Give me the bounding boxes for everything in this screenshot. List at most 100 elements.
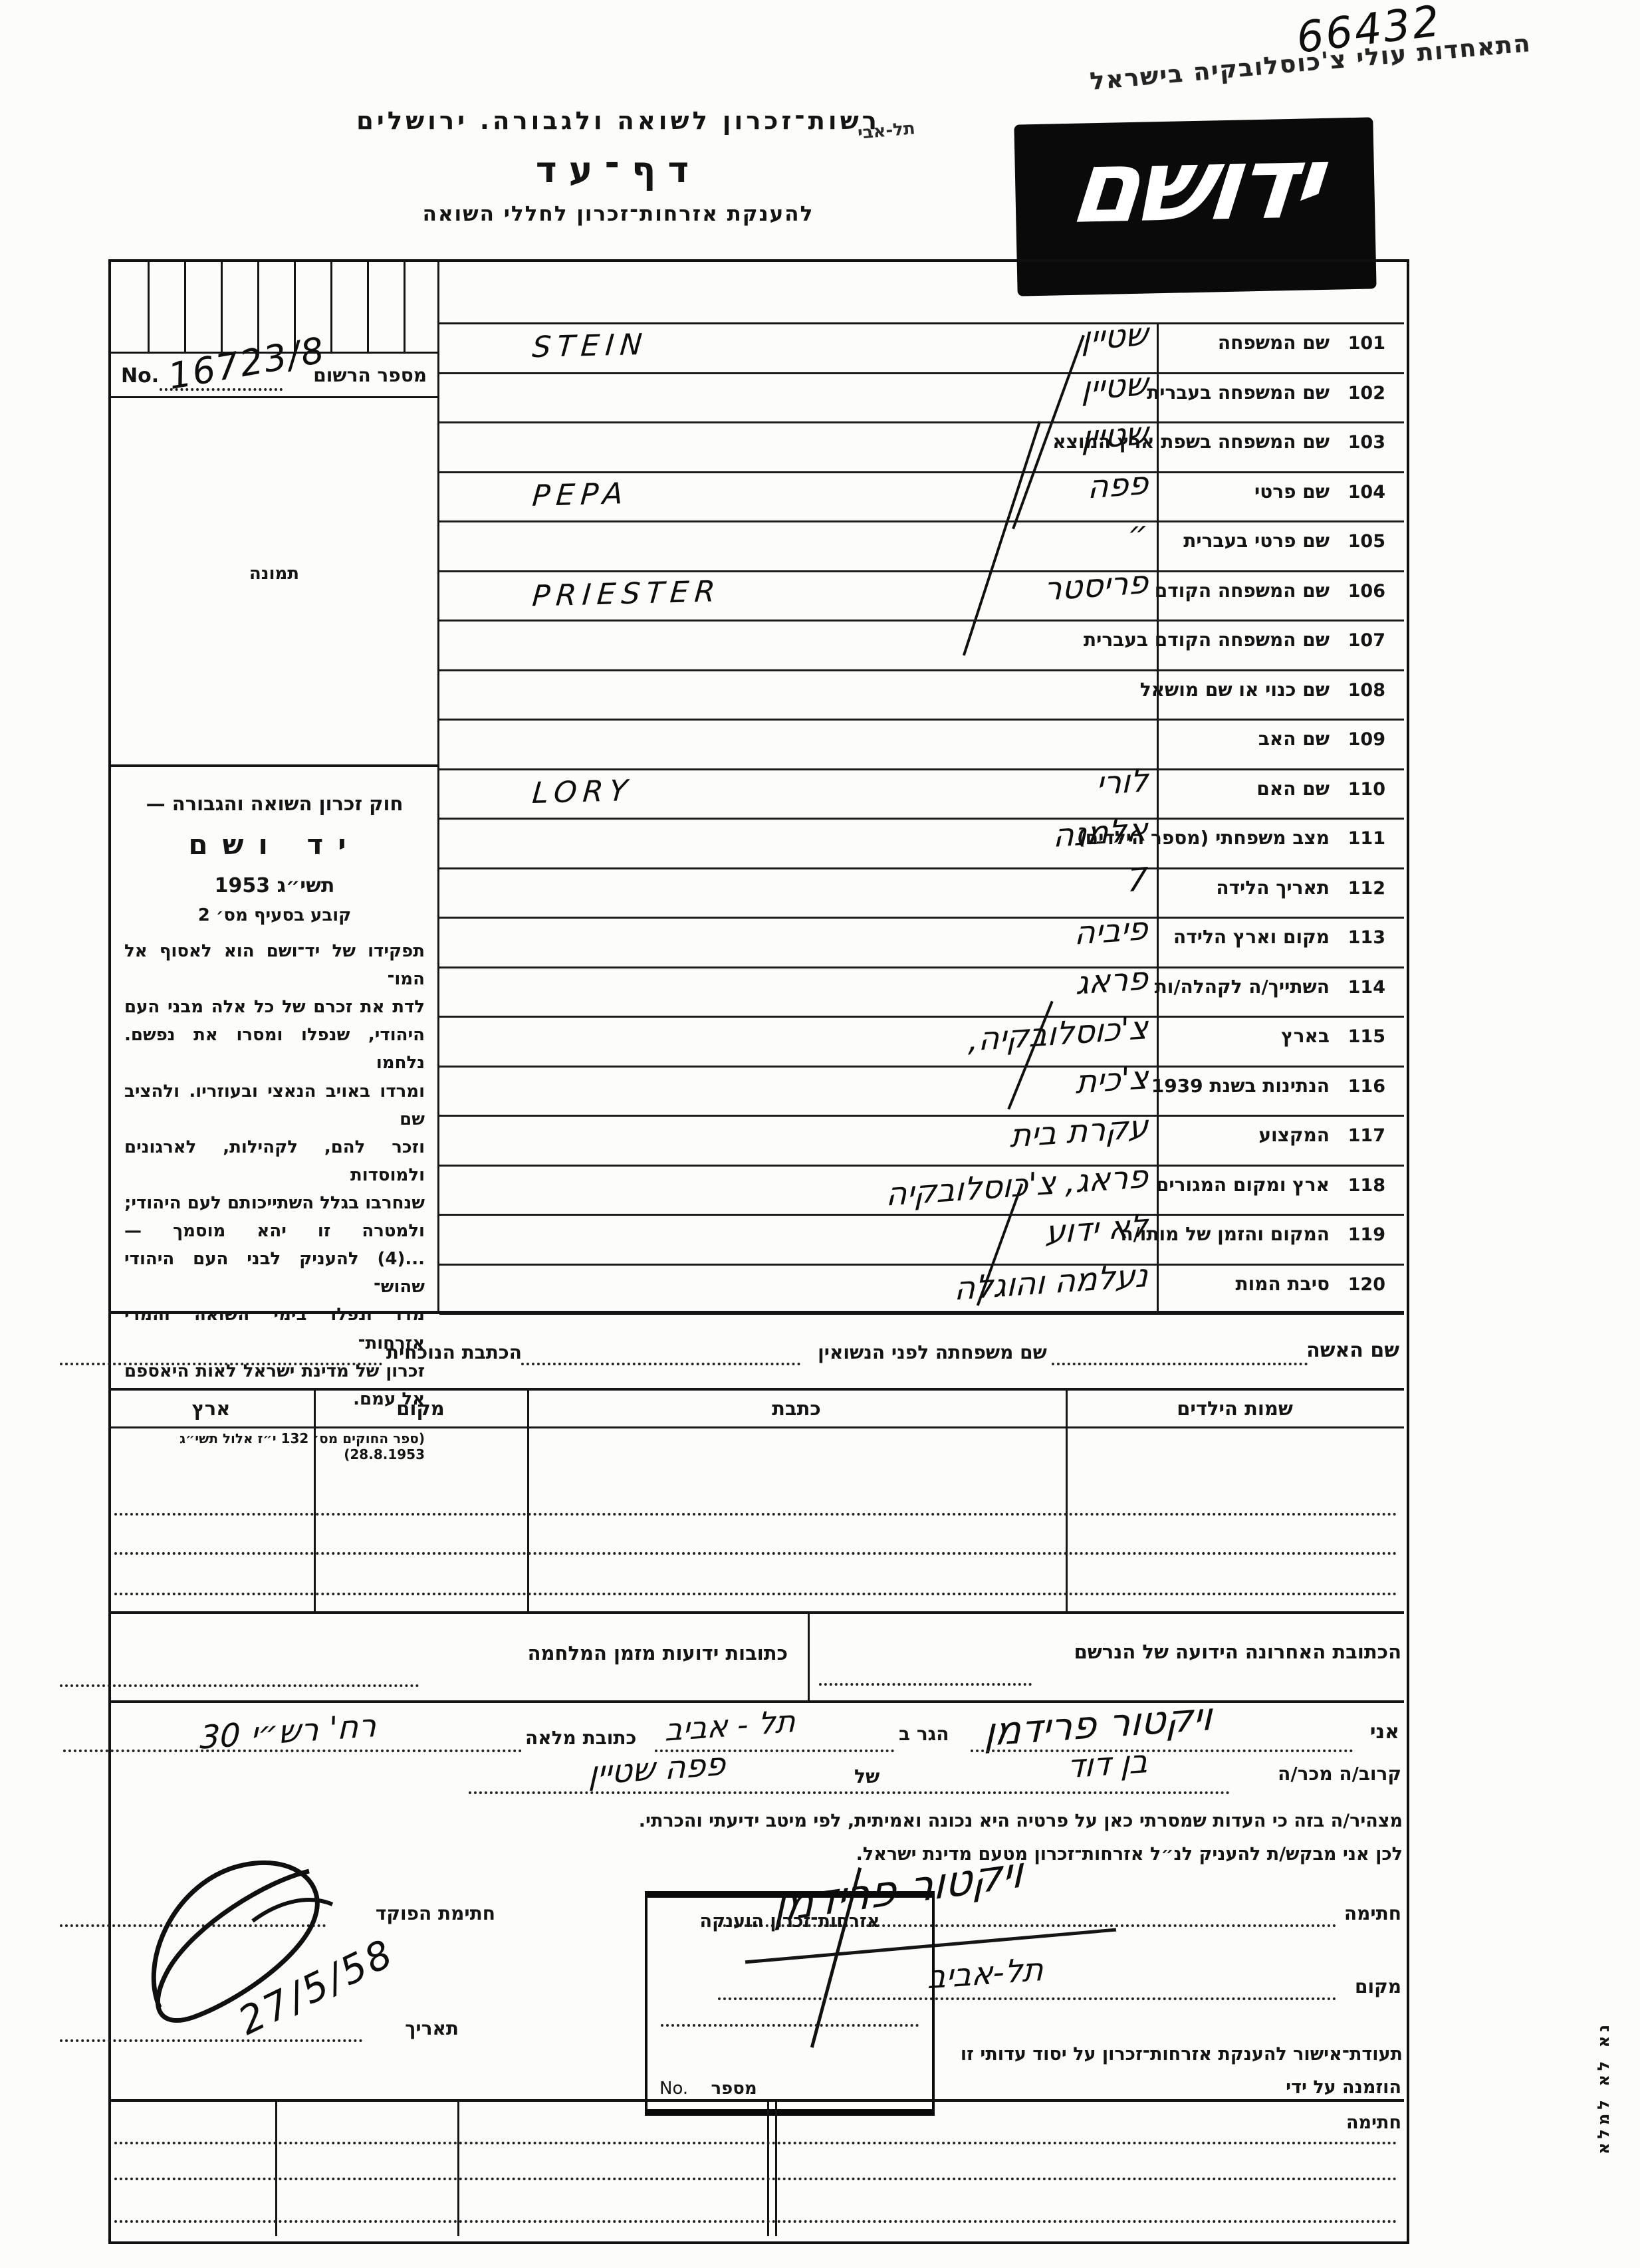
- children-col-place: מקום: [396, 1397, 445, 1420]
- field-row: 115 בארץ צ'כוסלובקיה,: [439, 1009, 1404, 1068]
- form-subtitle: להענקת אזרחות־זכרון לחללי השואה: [422, 202, 814, 226]
- field-row: 101 שם המשפחה STEIN שטיין: [439, 316, 1404, 374]
- field-number: 113: [1347, 927, 1385, 948]
- yad-vashem-logo-text: ידושם: [1064, 124, 1325, 247]
- grant-no-prefix: No.: [659, 2079, 689, 2098]
- wife-name-dotted: [1052, 1363, 1308, 1365]
- of-label: של: [854, 1765, 880, 1787]
- rows-bottom-line: [108, 1311, 1404, 1314]
- field-hebrew-handwriting: שטיין: [1081, 365, 1149, 407]
- address-section-divider: [808, 1611, 810, 1702]
- wife-maiden-label: שם משפחתה לפני הנשואין: [818, 1341, 1047, 1363]
- field-number: 115: [1347, 1026, 1385, 1047]
- field-row: 113 מקום וארץ הלידה פיביה: [439, 910, 1404, 968]
- law-heading-4: קובע בסעיף מס׳ 2: [197, 905, 352, 925]
- law-body-line: שנחרבו בגלל השתייכותם לעם היהודי;: [124, 1192, 425, 1213]
- grant-no-label: מספר: [711, 2079, 757, 2098]
- children-row-dotted: [114, 1513, 1397, 1516]
- children-col-names: שמות הילדים: [1177, 1397, 1293, 1420]
- law-body-line: היהודי, שנפלו ומסרו את נפשם. נלחמו: [124, 1025, 425, 1074]
- clerk-signature-label: חתימת הפוקד: [375, 1902, 495, 1924]
- field-hebrew-handwriting: פיביה: [1074, 909, 1149, 953]
- children-header-bottom: [108, 1426, 1404, 1428]
- field-hebrew-handwriting: פראג, צ'כוסלובקיה: [885, 1157, 1149, 1214]
- office-grid-top: [108, 2099, 1404, 2102]
- law-body-line: מדו ונפלו בימי השואה והמרי אזרחות־: [124, 1305, 425, 1353]
- law-body-line: לדת את זכרם של כל אלה מבני העם: [124, 997, 425, 1018]
- wartime-addresses-dotted: [60, 1684, 419, 1687]
- wife-name-label: שם האשה: [1306, 1339, 1399, 1362]
- children-vline-1: [1066, 1388, 1068, 1613]
- field-latin-handwriting: STEIN: [530, 327, 649, 365]
- registry-grid-cell: [404, 262, 442, 352]
- field-row: 107 שם המשפחה הקודם בעברית: [439, 620, 1404, 671]
- field-row: 118 ארץ ומקום המגורים פראג, צ'כוסלובקיה: [439, 1157, 1404, 1216]
- declaration-request: לכן אני מבקש/ת להעניק לנ״ל אזרחות־זכרון …: [856, 1844, 1403, 1865]
- office-grid-vline: [767, 2099, 769, 2236]
- date-dotted: [60, 2039, 362, 2042]
- law-body-line: אל עמם.: [353, 1389, 425, 1409]
- field-label: תאריך הלידה: [1216, 876, 1330, 899]
- law-heading-2: יד ושם: [188, 828, 361, 861]
- field-label: בארץ: [1281, 1025, 1330, 1047]
- field-label: שם האם: [1256, 777, 1330, 800]
- field-number: 106: [1347, 580, 1385, 602]
- field-latin-handwriting: LORY: [530, 773, 635, 810]
- field-label: הנתינות בשנת 1939: [1151, 1074, 1330, 1097]
- office-grid-dotted: [114, 2142, 1397, 2144]
- children-col-address: כתבת: [772, 1397, 821, 1420]
- field-number: 114: [1347, 976, 1385, 998]
- field-latin-handwriting: PRIESTER: [530, 574, 723, 614]
- law-heading-3: תשי״ג 1953: [214, 874, 335, 897]
- law-body-line: וזכר להם, לקהילות, לארגונים ולמוסדות: [124, 1137, 425, 1185]
- field-label: שם המשפחה בשפת ארץ המוצא: [1052, 431, 1330, 453]
- field-label: שם המשפחה: [1217, 332, 1330, 354]
- law-heading-1: חוק זכרון השואה והגבורה —: [146, 792, 404, 815]
- field-number: 108: [1347, 679, 1385, 701]
- field-number: 116: [1347, 1076, 1385, 1097]
- certificate-note-line1: תעודת־אישור להענקת אזרחות־זכרון על יסוד …: [960, 2044, 1403, 2065]
- office-grid-vline: [457, 2099, 459, 2236]
- field-row: 119 המקום והזמן של מותו/ה לא ידוע: [439, 1207, 1404, 1266]
- law-text-block: חוק זכרון השואה והגבורה — יד ושם תשי״ג 1…: [124, 792, 425, 1462]
- law-body-line: ...(4) להעניק לבני העם היהודי שהוש־: [124, 1249, 425, 1298]
- registry-grid-cell: [294, 262, 332, 352]
- place-dotted: [718, 1997, 1336, 2000]
- margin-do-not-fill-note: נא לא למלא: [1594, 2021, 1613, 2154]
- certificate-note-line2: הוזמנה על ידי: [1286, 2077, 1401, 2098]
- field-label: ארץ ומקום המגורים: [1155, 1173, 1330, 1196]
- field-rows: 101 שם המשפחה STEIN שטיין 102 שם המשפחה …: [439, 316, 1404, 1315]
- last-known-address-dotted: [819, 1683, 1032, 1686]
- declaration-dotted: [655, 1750, 894, 1752]
- signature-label: חתימה: [1344, 1902, 1401, 1924]
- law-citation: (ספר החוקים מס׳ 132 י״ז אלול תשי״ג 28.8.…: [179, 1430, 425, 1462]
- field-hebrew-handwriting: פריסטר: [1043, 563, 1149, 608]
- field-hebrew-handwriting: אלמנה: [1052, 810, 1149, 855]
- law-body-line: ולמטרה זו יהא מוסמך —: [124, 1221, 425, 1242]
- children-table-top: [108, 1388, 1404, 1391]
- field-number: 109: [1347, 729, 1385, 750]
- children-col-country: ארץ: [191, 1397, 231, 1420]
- field-hebrew-handwriting: נעלמה והוגלה: [954, 1256, 1149, 1307]
- field-row: 106 שם המשפחה הקודם PRIESTER פריסטר: [439, 563, 1404, 622]
- association-stamp: התאחדות עולי צ'כוסלובקיה בישראל: [1089, 29, 1533, 96]
- field-label: שם המשפחה בעברית: [1147, 381, 1330, 403]
- children-table-bottom: [108, 1611, 1404, 1614]
- field-label: שם פרטי: [1254, 480, 1330, 503]
- field-row: 110 שם האם LORY לורי: [439, 761, 1404, 820]
- date-label: תאריך: [405, 2017, 459, 2039]
- law-body: תפקידו של יד־ושם הוא לאסוף אל המו־ לדת את…: [124, 937, 425, 1413]
- wartime-addresses-label: כתובות ידועות מזמן המלחמה: [527, 1642, 788, 1664]
- registry-grid-bottom: [111, 352, 437, 354]
- field-number: 101: [1347, 333, 1385, 354]
- children-row-dotted: [114, 1593, 1397, 1595]
- field-number: 120: [1347, 1274, 1385, 1295]
- registry-no-prefix: No.: [121, 364, 160, 388]
- office-grid-dotted: [114, 2178, 1397, 2180]
- field-number: 105: [1347, 531, 1385, 552]
- last-known-address-label: הכתובת האחרונה הידועה של הנרשם: [1074, 1641, 1401, 1663]
- declaration-top-line: [108, 1700, 1404, 1703]
- field-row: 108 שם כנוי או שם מושאל: [439, 669, 1404, 721]
- field-row: 109 שם האב: [439, 719, 1404, 770]
- grant-box-dotted: [661, 2024, 919, 2027]
